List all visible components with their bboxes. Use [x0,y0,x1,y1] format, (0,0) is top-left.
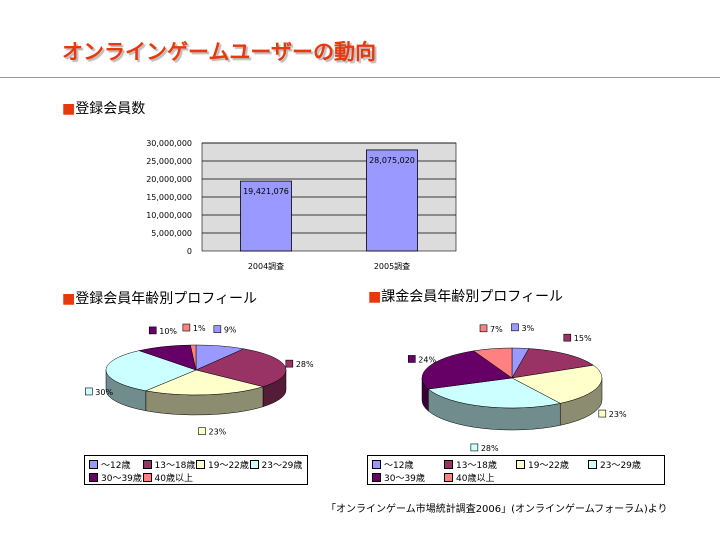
pie-slice-5 [421,350,513,390]
data-label: 19,421,076 [243,187,289,196]
legend-label: 23～29歳 [600,461,641,471]
legend-item: 13～18歳 [142,458,197,471]
legend-paying: ～12歳 13～18歳 19～22歳 23～29歳 30～39歳 40歳以上 [367,455,665,485]
pie-slice-2 [511,348,595,379]
label-swatch [182,323,191,332]
data-label: 23% [209,428,227,437]
legend-swatch [249,460,259,469]
data-label: 9% [224,326,237,335]
pie-slice-6 [190,344,197,371]
data-label: 23% [609,410,627,419]
legend-label: 19～22歳 [528,461,569,471]
label-swatch [479,324,488,333]
label-swatch [407,355,416,363]
legend-swatch [444,473,453,482]
legend-item: 23～29歳 [249,458,304,471]
label-swatch [563,333,572,342]
x-tick-label: 2005調査 [374,261,410,271]
y-tick-label: 30,000,000 [146,139,192,148]
data-label: 7% [490,325,503,334]
section-title: 登録会員数 [75,101,146,117]
legend-item: 19～22歳 [196,458,250,471]
label-swatch [148,326,157,335]
y-tick-label: 20,000,000 [146,175,192,184]
label-swatch [198,427,206,435]
pie-slice-6 [473,347,513,379]
pie-slice-4 [105,350,197,392]
y-tick-label: 15,000,000 [146,193,192,202]
legend-swatch [89,460,98,469]
label-swatch [285,359,294,368]
legend-swatch [516,460,525,469]
data-label: 28% [296,360,314,369]
legend-swatch [588,460,597,469]
legend-swatch [142,473,152,482]
data-label: 28,075,020 [369,156,415,165]
legend-item: 13～18歳 [444,458,516,471]
legend-item: ～12歳 [89,458,143,471]
pie-slice-3 [511,364,603,404]
bar-1 [240,180,292,252]
legend-item: 40歳以上 [444,471,516,484]
legend-registered: ～12歳 13～18歳 19～22歳 23～29歳 30～39歳 40歳以上 [84,455,308,485]
pie-slice-4 [427,377,561,409]
section-registered: ■登録会員数 [62,101,146,117]
y-tick-label: 10,000,000 [146,211,192,220]
y-tick-label: 25,000,000 [146,157,192,166]
data-label: 30% [95,388,113,397]
source-note: 「オンラインゲーム市場統計調査2006」(オンラインゲームフォーラム)より [326,504,668,515]
data-label: 28% [481,444,499,453]
data-label: 10% [159,327,177,336]
section-paying-age: ■課金会員年齢別プロフィール [368,289,563,305]
legend-item: ～12歳 [372,458,444,471]
pie-slice-2 [195,348,287,387]
legend-item: 40歳以上 [142,471,197,484]
data-label: 15% [574,334,592,343]
data-label: 3% [521,324,534,333]
legend-swatch [444,460,453,469]
legend-label: 30～39歳 [101,474,142,484]
section-title: 課金会員年齢別プロフィール [381,289,563,305]
legend-label: 19～22歳 [208,461,249,471]
page-title: オンラインゲームユーザーの動向 [62,40,376,64]
legend-label: 40歳以上 [456,474,495,484]
section-title: 登録会員年齢別プロフィール [75,291,257,307]
pie-slice-3 [144,369,264,396]
legend-label: 13～18歳 [456,461,497,471]
y-tick-label: 0 [187,247,192,256]
legend-label: 40歳以上 [154,474,193,484]
label-swatch [511,323,519,332]
x-tick-label: 2004調査 [248,261,284,271]
section-registered-age: ■登録会員年齢別プロフィール [62,291,257,307]
label-swatch [85,387,93,396]
legend-item: 30～39歳 [89,471,143,484]
y-tick-label: 5,000,000 [151,229,192,238]
legend-swatch [196,460,205,469]
legend-swatch [142,460,152,469]
divider [0,77,720,78]
data-label: 1% [193,324,206,333]
legend-label: ～12歳 [101,461,131,471]
legend-swatch [89,473,98,482]
data-label: 24% [418,355,436,364]
legend-item: 19～22歳 [516,458,588,471]
label-swatch [213,325,222,333]
legend-item: 30～39歳 [372,471,444,484]
label-swatch [470,443,479,452]
label-swatch [598,409,607,418]
legend-item: 23～29歳 [588,458,660,471]
legend-label: 23～29歳 [261,461,303,471]
legend-label: ～12歳 [384,461,414,471]
legend-swatch [372,460,381,469]
legend-label: 30～39歳 [384,474,425,484]
legend-label: 13～18歳 [154,461,196,471]
legend-swatch [372,473,381,482]
bar-2 [366,149,418,252]
